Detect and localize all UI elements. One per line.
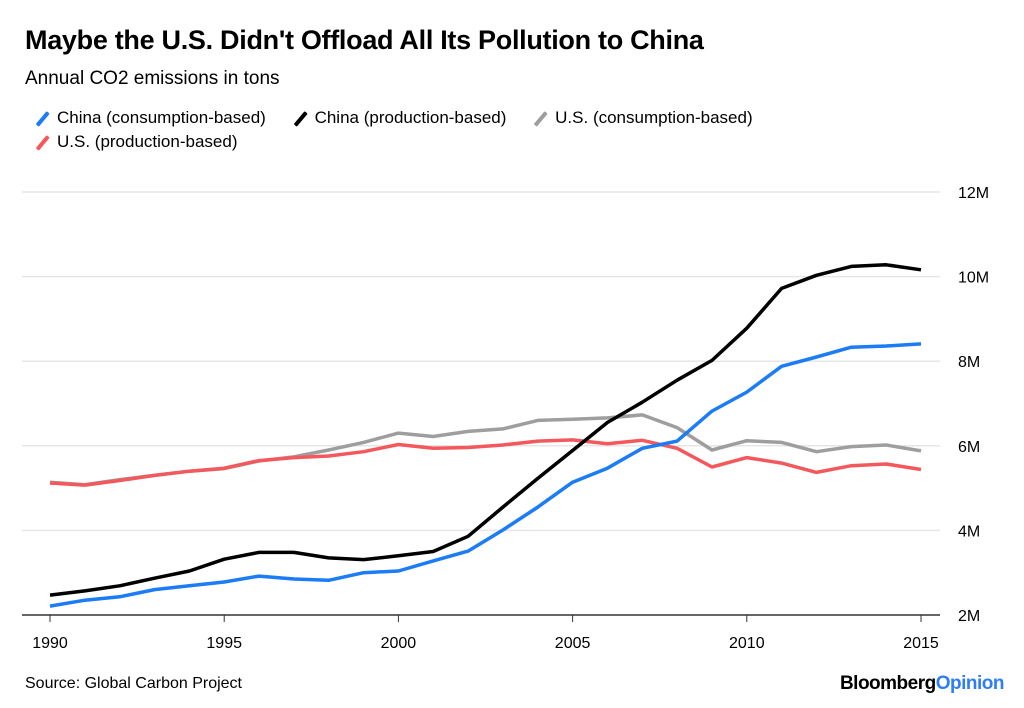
legend-label: U.S. (production-based): [57, 132, 238, 151]
legend-item-us-consumption: U.S. (consumption-based): [533, 108, 752, 128]
y-tick-label: 10M: [958, 270, 989, 287]
chart-title: Maybe the U.S. Didn't Offload All Its Po…: [25, 25, 704, 55]
series-line-china-consumption-based: [49, 342, 922, 608]
legend-item-china-production: China (production-based): [293, 108, 507, 128]
x-tick-label: 1995: [206, 635, 242, 652]
y-tick-label: 4M: [958, 523, 980, 540]
legend-item-china-consumption: China (consumption-based): [35, 108, 266, 128]
legend: China (consumption-based) China (product…: [35, 108, 935, 156]
legend-label: China (consumption-based): [57, 108, 266, 127]
x-tick-label: 2010: [729, 635, 765, 652]
y-tick-label: 12M: [958, 185, 989, 202]
chart-subtitle: Annual CO2 emissions in tons: [25, 68, 280, 89]
legend-label: U.S. (consumption-based): [555, 108, 753, 127]
legend-item-us-production: U.S. (production-based): [35, 132, 237, 152]
y-tick-label: 8M: [958, 354, 980, 371]
legend-label: China (production-based): [314, 108, 507, 127]
series-line-china-production-based: [49, 263, 922, 597]
x-tick-label: 2005: [555, 635, 591, 652]
source-note: Source: Global Carbon Project: [25, 675, 242, 692]
x-tick-label: 2015: [903, 635, 939, 652]
series-line-u-s-consumption-based: [49, 413, 922, 487]
x-tick-label: 1990: [32, 635, 68, 652]
brand-logo: BloombergOpinion: [839, 673, 1005, 695]
y-tick-label: 6M: [958, 439, 980, 456]
brand-name: Bloomberg: [839, 673, 936, 694]
brand-section: Opinion: [935, 673, 1005, 694]
x-tick-label: 2000: [381, 635, 417, 652]
y-tick-label: 2M: [958, 608, 980, 625]
series-line-u-s-production-based: [49, 438, 922, 487]
